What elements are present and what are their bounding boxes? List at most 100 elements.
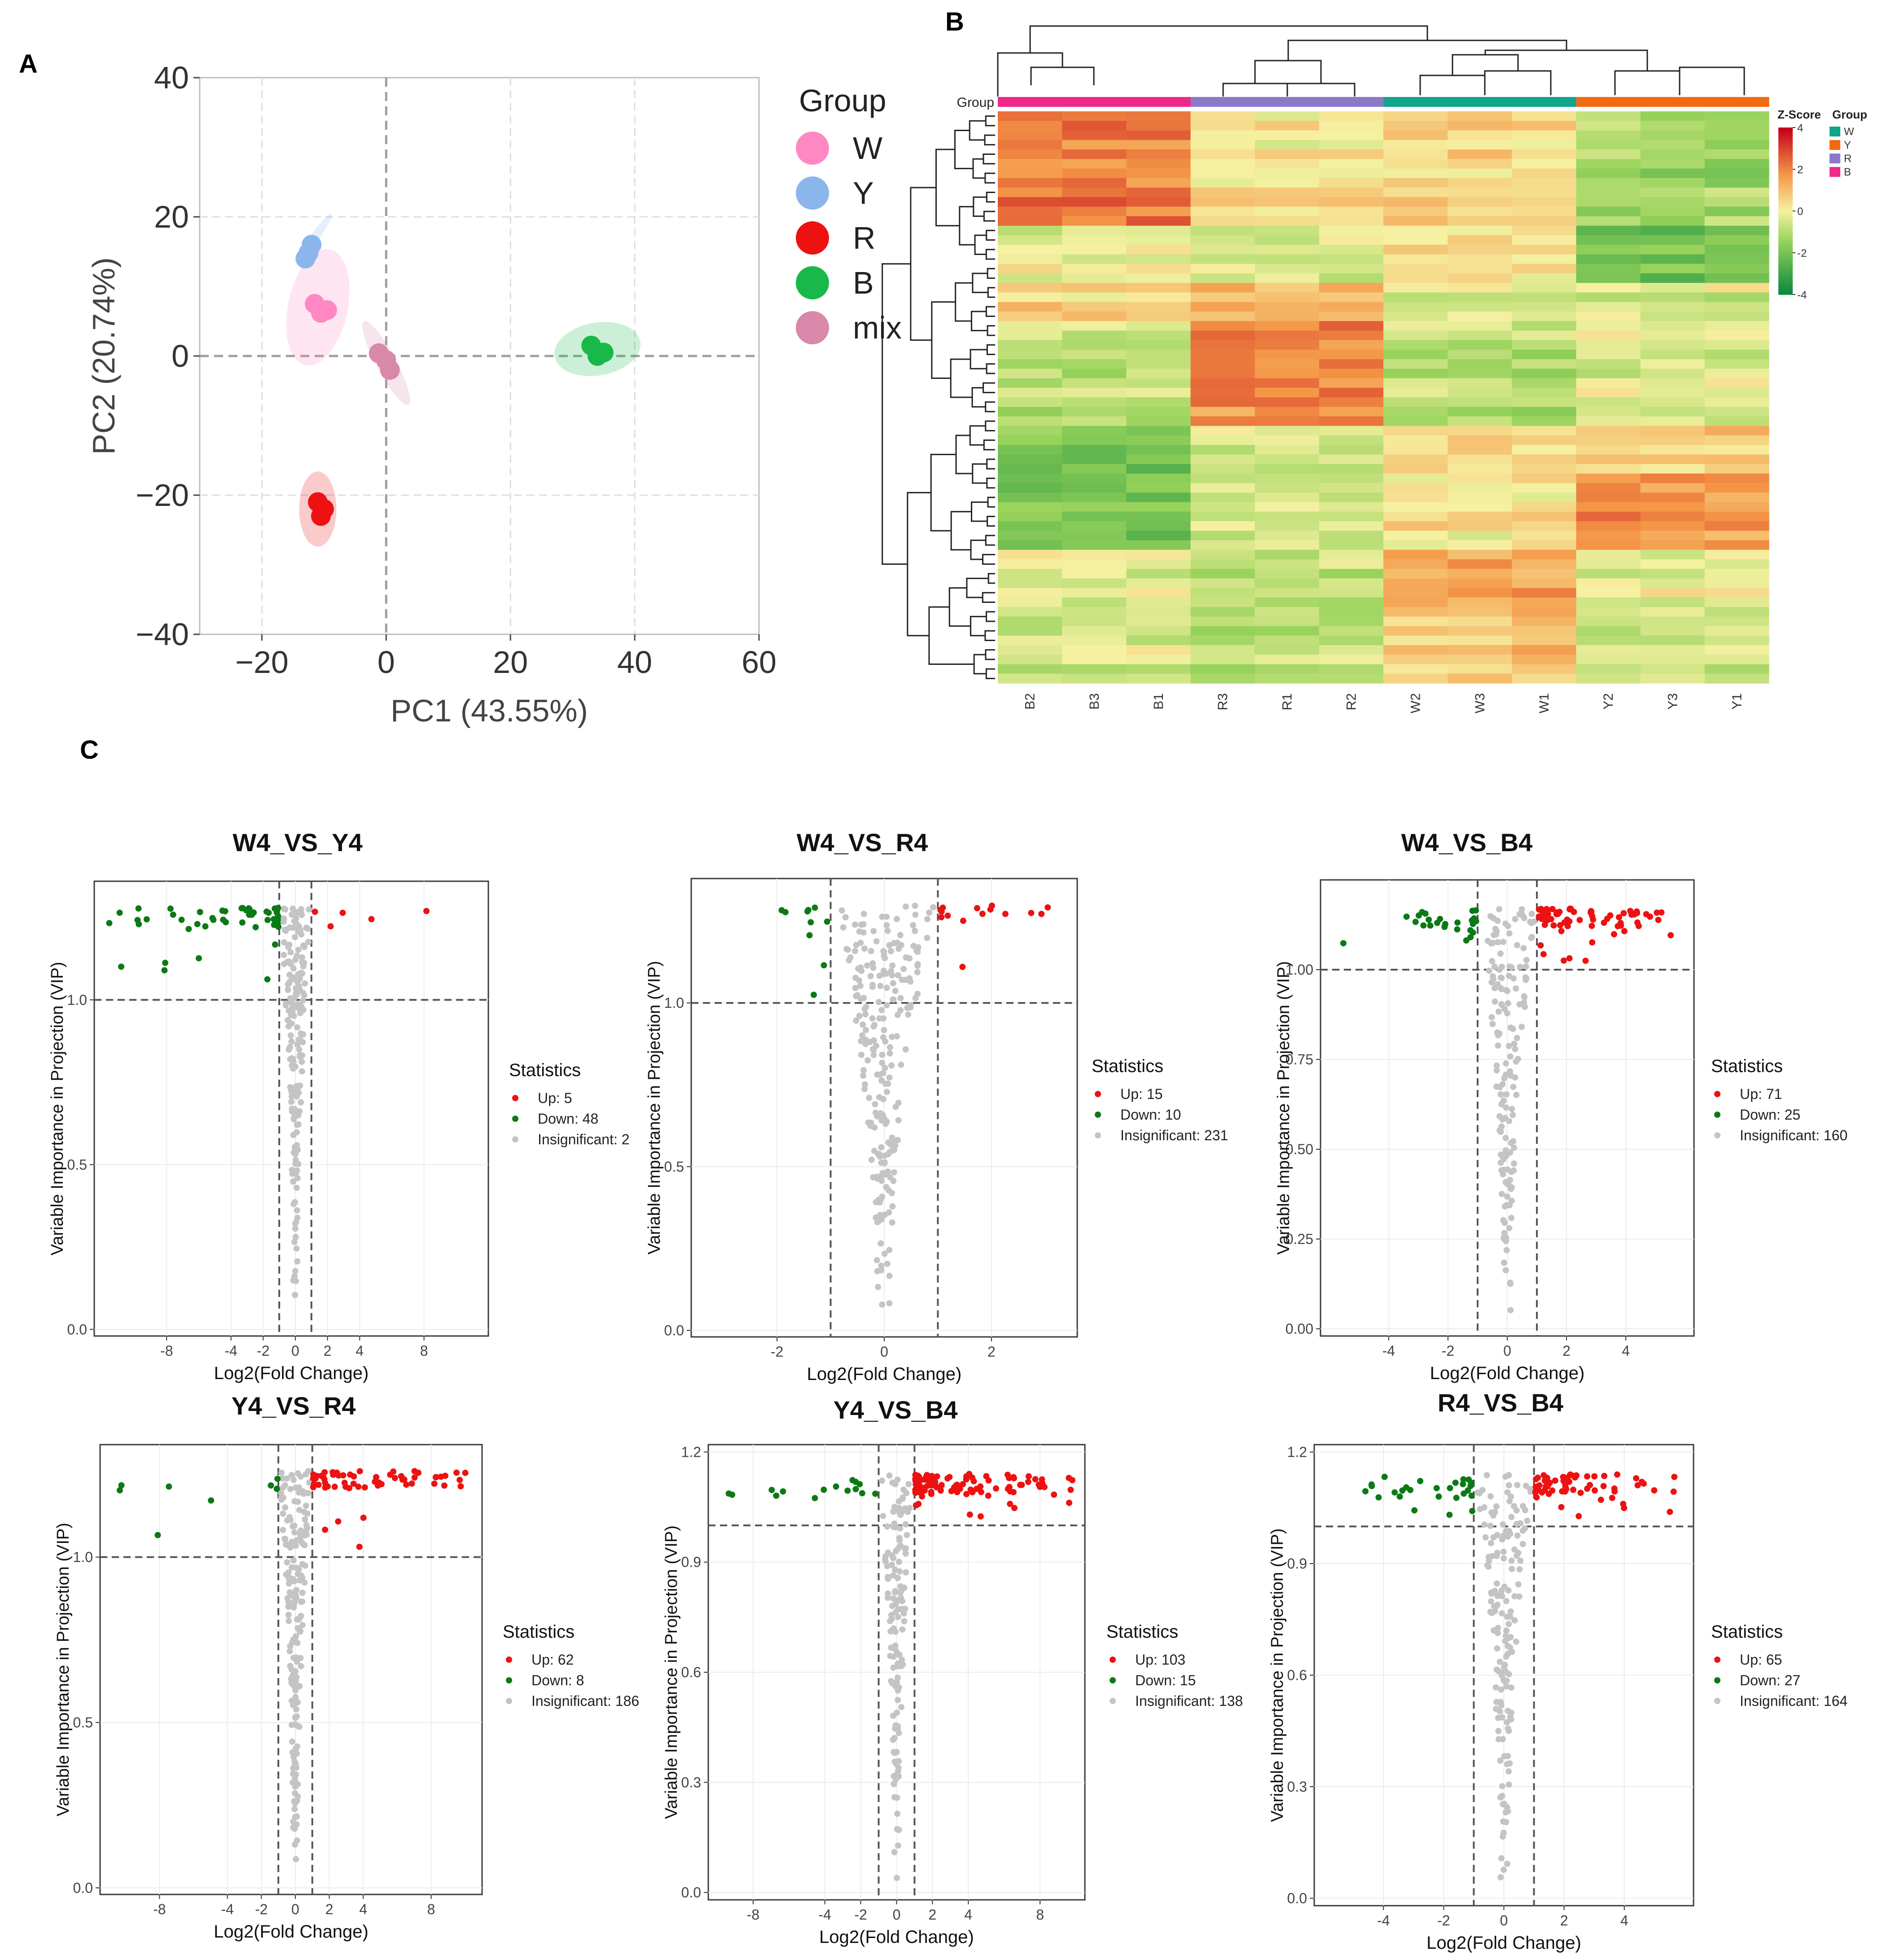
- volcano-point-up: [433, 1474, 439, 1481]
- colorbar-step: [1778, 244, 1793, 248]
- volcano-point-insignificant: [1514, 1552, 1520, 1559]
- volcano-point-up: [1010, 1475, 1017, 1481]
- heatmap-cell: [1255, 159, 1320, 169]
- volcano-point-down: [806, 932, 813, 939]
- heatmap-cell: [1126, 207, 1191, 217]
- heatmap-cell: [1512, 111, 1577, 121]
- heatmap-cell: [1319, 635, 1384, 646]
- volcano-legend-key-up: [506, 1657, 512, 1663]
- volcano-point-insignificant: [294, 1121, 300, 1128]
- volcano-point-down: [194, 921, 201, 927]
- heatmap-cell: [1512, 397, 1577, 407]
- heatmap-cell: [1062, 216, 1127, 226]
- volcano-point-insignificant: [888, 1190, 895, 1196]
- volcano-point-up: [1600, 1483, 1607, 1490]
- heatmap-cell: [1512, 673, 1577, 684]
- volcano-point-insignificant: [910, 943, 917, 949]
- volcano-point-insignificant: [1514, 1035, 1520, 1042]
- volcano-point-up: [1651, 1487, 1658, 1494]
- volcano-point-insignificant: [903, 1490, 910, 1496]
- pca-y-tick-label: 40: [154, 60, 189, 95]
- volcano-point-insignificant: [891, 1169, 897, 1176]
- volcano-point-insignificant: [294, 979, 301, 985]
- heatmap-cell: [1062, 645, 1127, 655]
- heatmap-cell: [1448, 673, 1512, 684]
- volcano-point-insignificant: [869, 1015, 876, 1022]
- volcano-point-insignificant: [1487, 1540, 1494, 1547]
- volcano-point-up: [350, 1481, 357, 1487]
- heatmap-cell: [1448, 130, 1512, 141]
- heatmap-cell: [1190, 330, 1255, 341]
- heatmap-cell: [1448, 369, 1512, 379]
- volcano-point-insignificant: [303, 1471, 309, 1478]
- group-track-cell-Y: [1576, 97, 1641, 107]
- heatmap-cell: [1383, 569, 1448, 579]
- heatmap-cell: [1704, 607, 1769, 617]
- heatmap-cell: [1448, 397, 1512, 407]
- heatmap-cell: [1512, 664, 1577, 674]
- colorbar-step: [1778, 267, 1793, 270]
- volcano-point-down: [1396, 1493, 1403, 1500]
- volcano-x-tick-label: 8: [427, 1901, 435, 1917]
- heatmap-cell: [1448, 578, 1512, 589]
- heatmap-cell: [1704, 445, 1769, 455]
- volcano-point-insignificant: [281, 905, 287, 912]
- volcano-point-insignificant: [1496, 967, 1503, 973]
- heatmap-cell: [1190, 549, 1255, 560]
- volcano-point-down: [1434, 919, 1440, 926]
- heatmap-cell: [1062, 349, 1127, 360]
- volcano-point-down: [1435, 1493, 1442, 1500]
- heatmap-cell: [1255, 292, 1320, 303]
- volcano-point-insignificant: [1503, 1677, 1510, 1684]
- volcano-point-insignificant: [1511, 1617, 1518, 1624]
- heatmap-cell: [1383, 473, 1448, 483]
- volcano-point-up: [1655, 917, 1662, 923]
- volcano-point-insignificant: [292, 1292, 298, 1298]
- heatmap-cell: [1126, 597, 1191, 607]
- volcano-point-insignificant: [889, 972, 895, 979]
- volcano-point-insignificant: [1491, 985, 1498, 992]
- heatmap-cell: [1704, 369, 1769, 379]
- volcano-point-insignificant: [895, 1730, 902, 1736]
- volcano-point-insignificant: [904, 1005, 911, 1011]
- volcano-point-insignificant: [886, 1273, 893, 1279]
- heatmap-cell: [998, 626, 1062, 636]
- volcano-point-insignificant: [898, 942, 904, 949]
- heatmap-cell: [1640, 531, 1705, 541]
- heatmap-column-label: R3: [1215, 693, 1230, 710]
- volcano-point-up: [1558, 928, 1565, 935]
- heatmap-cell: [1640, 178, 1705, 188]
- heatmap-cell: [1383, 292, 1448, 303]
- heatmap-cell: [1576, 664, 1641, 674]
- volcano-y-tick-label: 0.3: [681, 1774, 701, 1790]
- volcano-point-insignificant: [876, 1094, 882, 1101]
- pca-legend-label-R: R: [853, 220, 876, 255]
- heatmap-cell: [1126, 635, 1191, 646]
- volcano-point-insignificant: [1498, 1686, 1505, 1693]
- heatmap-cell: [1383, 454, 1448, 465]
- volcano-point-insignificant: [889, 1603, 895, 1609]
- volcano-point-down: [821, 962, 827, 969]
- volcano-point-up: [938, 914, 945, 921]
- heatmap-cell: [1319, 216, 1384, 226]
- heatmap-cell: [1383, 302, 1448, 312]
- heatmap-cell: [998, 607, 1062, 617]
- volcano-point-insignificant: [858, 1038, 864, 1045]
- volcano-point-insignificant: [1506, 930, 1513, 937]
- heatmap-cell: [998, 111, 1062, 121]
- heatmap-cell: [1576, 607, 1641, 617]
- volcano-point-down: [265, 910, 272, 916]
- volcano-point-down: [872, 1490, 879, 1497]
- heatmap-cell: [1319, 311, 1384, 321]
- heatmap-cell: [1640, 302, 1705, 312]
- heatmap-cell: [1319, 483, 1384, 493]
- heatmap-cell: [1062, 235, 1127, 245]
- volcano-point-up: [1607, 912, 1614, 919]
- heatmap-cell: [1062, 369, 1127, 379]
- volcano-point-up: [1591, 1473, 1598, 1480]
- heatmap-cell: [1319, 492, 1384, 503]
- heatmap-cell: [1255, 216, 1320, 226]
- volcano-point-insignificant: [889, 1134, 895, 1141]
- volcano-point-insignificant: [1493, 1062, 1500, 1069]
- volcano-point-insignificant: [1505, 1635, 1512, 1641]
